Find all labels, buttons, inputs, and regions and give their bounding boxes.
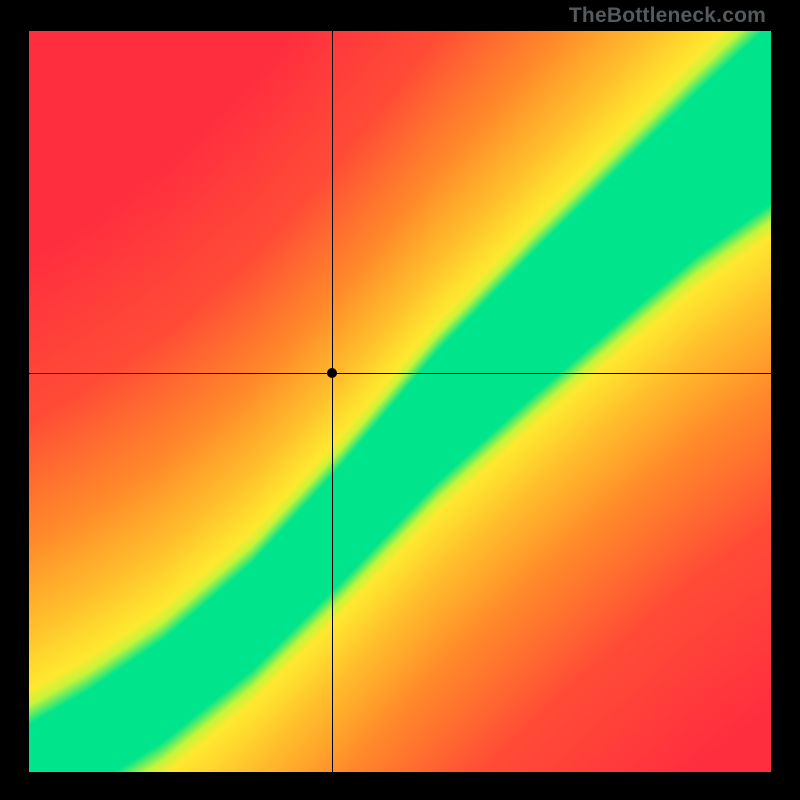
crosshair-vertical — [332, 31, 333, 772]
crosshair-horizontal — [29, 373, 771, 374]
watermark-text: TheBottleneck.com — [569, 4, 766, 28]
heatmap-canvas — [29, 31, 771, 772]
selection-marker — [327, 368, 337, 378]
plot-area — [29, 31, 771, 772]
outer-frame: TheBottleneck.com — [0, 0, 800, 800]
